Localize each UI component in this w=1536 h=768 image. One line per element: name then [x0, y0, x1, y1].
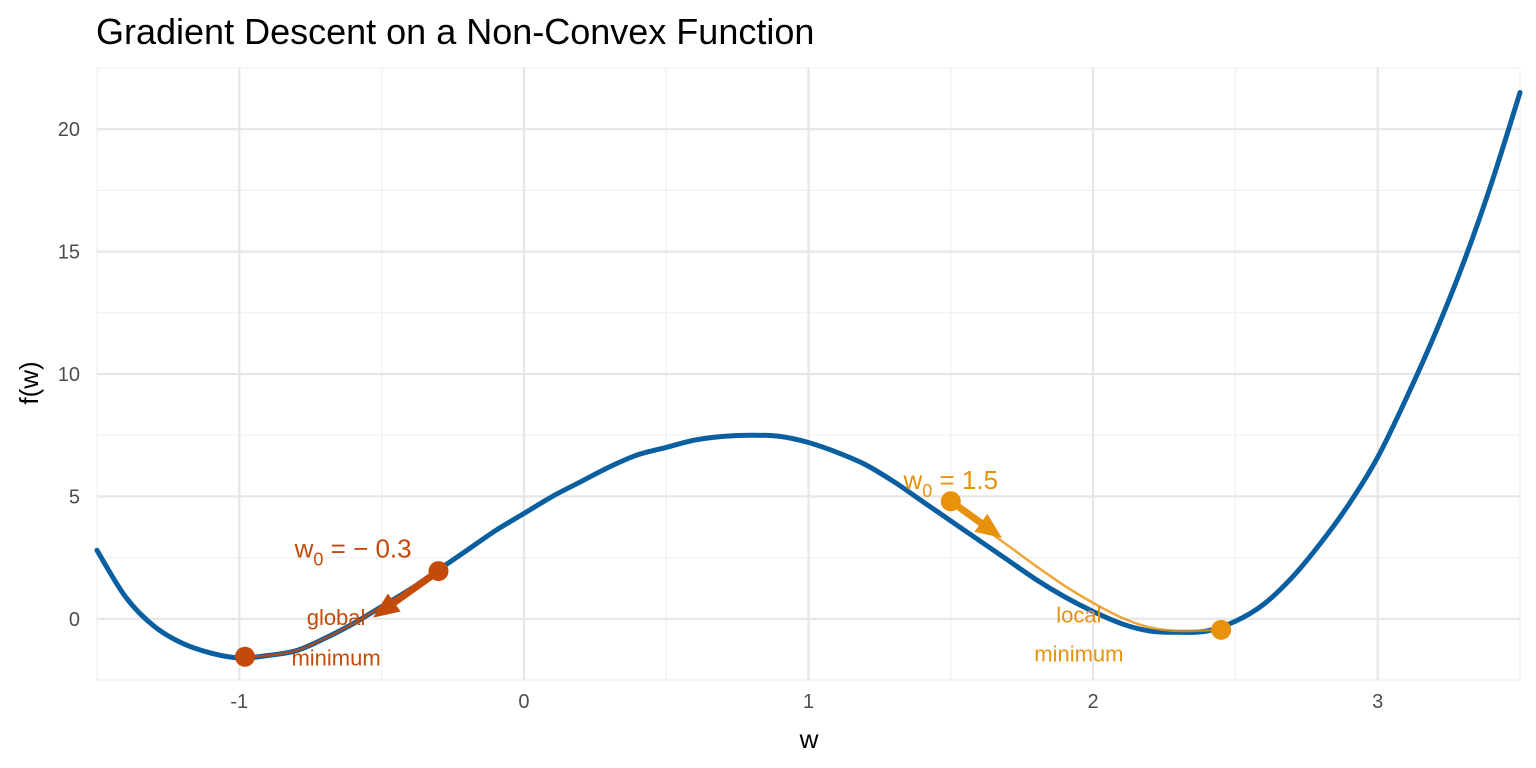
- gradient-arrowhead-right: [974, 513, 1003, 539]
- x-axis-label: w: [799, 724, 819, 754]
- local-minimum-point: [1211, 619, 1232, 640]
- annotation-value: = 1.5: [932, 465, 998, 495]
- chart-title: Gradient Descent on a Non-Convex Functio…: [96, 11, 814, 52]
- y-tick-label: 15: [58, 242, 80, 264]
- y-axis-label: f(w): [14, 361, 44, 404]
- x-tick-label: 2: [1088, 691, 1099, 713]
- start-point-left: [428, 561, 449, 582]
- x-tick-label: -1: [230, 691, 248, 713]
- annotation-symbol: w: [903, 465, 923, 495]
- y-axis-ticks: 0 5 10 15 20: [58, 119, 80, 631]
- annotation-local-1: local: [1056, 602, 1101, 627]
- start-point-right: [940, 491, 961, 512]
- grid: [96, 67, 1521, 681]
- y-tick-label: 10: [58, 364, 80, 386]
- descent-paths: [234, 491, 1232, 667]
- annotation-global-1: global: [307, 605, 366, 630]
- y-tick-label: 20: [58, 119, 80, 141]
- x-tick-label: 1: [803, 691, 814, 713]
- annotation-local-2: minimum: [1034, 642, 1123, 667]
- annotation-subscript: 0: [922, 481, 932, 501]
- y-tick-label: 0: [69, 609, 80, 631]
- y-tick-label: 5: [69, 486, 80, 508]
- annotation-symbol: w: [294, 534, 314, 564]
- annotation-value: = − 0.3: [323, 534, 411, 564]
- annotation-global-2: minimum: [291, 645, 380, 670]
- annotation-subscript: 0: [313, 550, 323, 570]
- x-tick-label: 3: [1372, 691, 1383, 713]
- x-axis-ticks: -1 0 1 2 3: [230, 691, 1383, 713]
- annotation-w0-left: w0 = − 0.3: [294, 534, 412, 570]
- gradient-arrowhead-left: [373, 593, 401, 618]
- annotation-w0-right: w0 = 1.5: [903, 465, 999, 501]
- x-tick-label: 0: [518, 691, 529, 713]
- global-minimum-point: [234, 646, 255, 667]
